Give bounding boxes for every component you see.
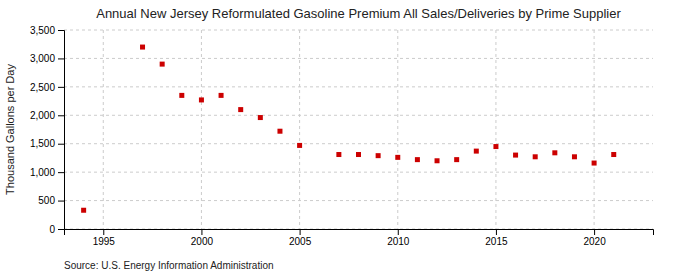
point (81, 208, 86, 213)
grid (64, 30, 653, 229)
title: Annual New Jersey Reformulated Gasoline … (96, 6, 621, 21)
x-axis-tick-label: 2015 (485, 236, 508, 247)
y-axis-tick-label: 3,500 (30, 25, 55, 36)
y-axis-tick: 500 (38, 195, 64, 206)
y-axis-tick-mark (58, 115, 64, 116)
point (219, 93, 224, 98)
y-axis-tick: 2,000 (30, 110, 64, 121)
point (140, 45, 145, 50)
x-grid-line (495, 30, 496, 229)
point (415, 157, 420, 162)
x-axis-tick: 2015 (485, 229, 508, 247)
y-axis-tick-mark (58, 201, 64, 202)
plot: 1995 2000 2005 2010 2015 2020 0 500 1,000 1,500 2,… (30, 25, 654, 247)
y-grid-line (64, 58, 653, 59)
y-axis: 0 500 1,000 1,500 2,000 2,500 3,000 3,500 (30, 25, 65, 235)
y-axis-tick-mark (58, 87, 64, 88)
point (199, 97, 204, 102)
y-axis-tick: 2,500 (30, 82, 64, 93)
x-axis-tick-label: 2000 (191, 236, 214, 247)
x-grid-line (299, 30, 300, 229)
y-grid-line (64, 30, 653, 31)
point (474, 149, 479, 154)
x-grid-line (594, 30, 595, 229)
point (336, 152, 341, 157)
point (238, 107, 243, 112)
x-axis-line (65, 230, 654, 236)
point (179, 93, 184, 98)
y-axis-tick-label: 1,500 (30, 138, 55, 149)
point (493, 144, 498, 149)
source-note: Source: U.S. Energy Information Administ… (64, 260, 274, 271)
y-axis-tick: 0 (49, 224, 64, 235)
y-axis-tick-label: 1,000 (30, 167, 55, 178)
x-axis: 1995 2000 2005 2010 2015 2020 (65, 229, 654, 247)
y-axis-tick-mark (58, 172, 64, 173)
point (611, 152, 616, 157)
y-axis-tick-mark (58, 58, 64, 59)
x-axis-tick-mark (398, 229, 399, 235)
y-grid-line (64, 200, 653, 201)
y-grid-line (64, 115, 653, 116)
y-axis-tick-mark (58, 229, 64, 230)
point (258, 115, 263, 120)
y-axis-tick-label: 2,000 (30, 110, 55, 121)
x-axis-tick-mark (201, 229, 202, 235)
y-axis-tick-mark (58, 144, 64, 145)
x-axis-tick-label: 2020 (583, 236, 606, 247)
point (160, 62, 165, 67)
x-axis-tick: 2020 (583, 229, 606, 247)
point (513, 153, 518, 158)
y-axis-tick: 3,000 (30, 53, 64, 64)
point (435, 158, 440, 163)
y-grid-line (64, 86, 653, 87)
point (376, 153, 381, 158)
x-grid-line (103, 30, 104, 229)
point (533, 154, 538, 159)
x-axis-tick: 2000 (191, 229, 214, 247)
y-axis-title: Thousand Gallons per Day (4, 64, 16, 195)
x-axis-tick-mark (496, 229, 497, 235)
y-axis-tick: 1,500 (30, 138, 64, 149)
x-axis-tick-label: 2005 (289, 236, 312, 247)
point (572, 154, 577, 159)
point (297, 143, 302, 148)
point (356, 152, 361, 157)
point (552, 150, 557, 155)
point (454, 157, 459, 162)
x-axis-tick-mark (300, 229, 301, 235)
x-axis-tick-label: 1995 (93, 236, 116, 247)
x-axis-tick-label: 2010 (387, 236, 410, 247)
point (592, 161, 597, 166)
x-axis-tick: 2005 (289, 229, 312, 247)
y-axis-tick-label: 3,000 (30, 53, 55, 64)
chart: 1995 2000 2005 2010 2015 2020 0 500 1,000 1,500 2,… (0, 0, 675, 275)
y-axis-tick: 1,000 (30, 167, 64, 178)
point (277, 129, 282, 134)
y-axis-tick-label: 0 (49, 224, 55, 235)
x-axis-tick: 1995 (93, 229, 116, 247)
y-grid-line (64, 172, 653, 173)
point (395, 155, 400, 160)
x-axis-tick: 2010 (387, 229, 410, 247)
x-axis-tick-mark (594, 229, 595, 235)
y-axis-tick-label: 500 (38, 195, 55, 206)
y-grid-line (64, 143, 653, 144)
x-axis-tick-mark (103, 229, 104, 235)
x-grid-line (201, 30, 202, 229)
points (81, 45, 616, 213)
y-axis-tick-label: 2,500 (30, 82, 55, 93)
y-axis-tick: 3,500 (30, 25, 64, 36)
y-axis-line (58, 31, 65, 230)
x-grid-line (397, 30, 398, 229)
y-axis-tick-mark (58, 30, 64, 31)
